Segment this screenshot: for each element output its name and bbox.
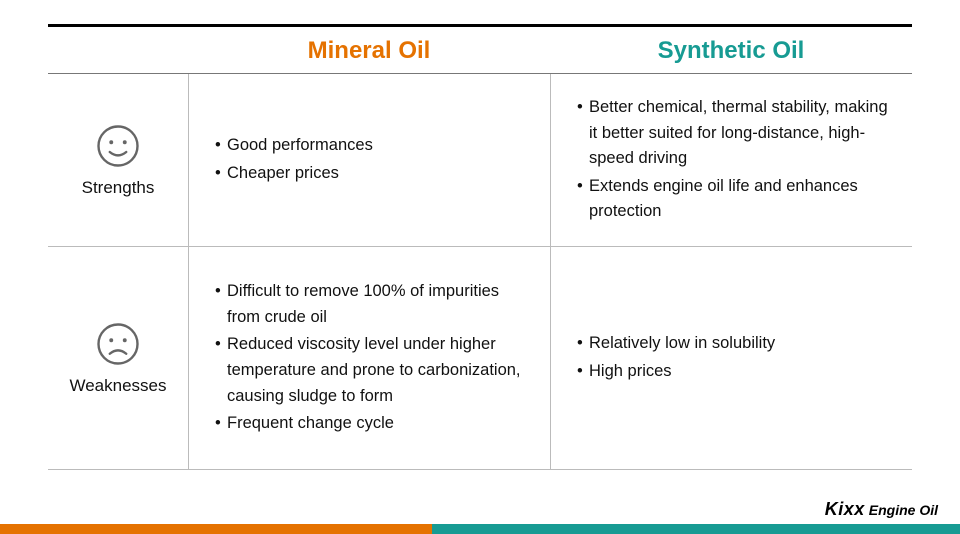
row-strengths-label: Strengths xyxy=(82,178,155,198)
row-weaknesses-label: Weaknesses xyxy=(69,376,166,396)
brand-line: KixxEngine Oil xyxy=(0,497,960,524)
footer-bar-right xyxy=(432,524,960,534)
list-item: Cheaper prices xyxy=(215,161,532,187)
frown-face-icon xyxy=(94,320,142,368)
strengths-mineral-cell: Good performancesCheaper prices xyxy=(188,74,550,246)
list-item: Reduced viscosity level under higher tem… xyxy=(215,332,532,409)
list-item: Better chemical, thermal stability, maki… xyxy=(577,95,894,172)
comparison-table: Mineral Oil Synthetic Oil Strengths Good… xyxy=(48,24,912,470)
strengths-synthetic-list: Better chemical, thermal stability, maki… xyxy=(577,93,894,227)
smile-face-icon xyxy=(94,122,142,170)
page: Mineral Oil Synthetic Oil Strengths Good… xyxy=(0,0,960,534)
header-empty-cell xyxy=(48,27,188,73)
footer-bar xyxy=(0,524,960,534)
brand-sub: Engine Oil xyxy=(869,502,938,518)
table-header-row: Mineral Oil Synthetic Oil xyxy=(48,27,912,74)
strengths-mineral-list: Good performancesCheaper prices xyxy=(215,131,532,188)
weaknesses-synthetic-cell: Relatively low in solubilityHigh prices xyxy=(550,247,912,469)
row-strengths-label-cell: Strengths xyxy=(48,74,188,246)
weaknesses-synthetic-list: Relatively low in solubilityHigh prices xyxy=(577,329,894,386)
header-mineral: Mineral Oil xyxy=(188,27,550,73)
row-weaknesses-label-cell: Weaknesses xyxy=(48,247,188,469)
list-item: Relatively low in solubility xyxy=(577,331,894,357)
list-item: Difficult to remove 100% of impurities f… xyxy=(215,279,532,330)
list-item: Frequent change cycle xyxy=(215,411,532,437)
list-item: High prices xyxy=(577,359,894,385)
row-weaknesses: Weaknesses Difficult to remove 100% of i… xyxy=(48,247,912,470)
row-strengths: Strengths Good performancesCheaper price… xyxy=(48,74,912,247)
list-item: Good performances xyxy=(215,133,532,159)
weaknesses-mineral-cell: Difficult to remove 100% of impurities f… xyxy=(188,247,550,469)
header-synthetic: Synthetic Oil xyxy=(550,27,912,73)
brand-main: Kixx xyxy=(825,499,865,519)
strengths-synthetic-cell: Better chemical, thermal stability, maki… xyxy=(550,74,912,246)
footer-bar-left xyxy=(0,524,432,534)
list-item: Extends engine oil life and enhances pro… xyxy=(577,174,894,225)
weaknesses-mineral-list: Difficult to remove 100% of impurities f… xyxy=(215,277,532,438)
footer: KixxEngine Oil xyxy=(0,497,960,534)
